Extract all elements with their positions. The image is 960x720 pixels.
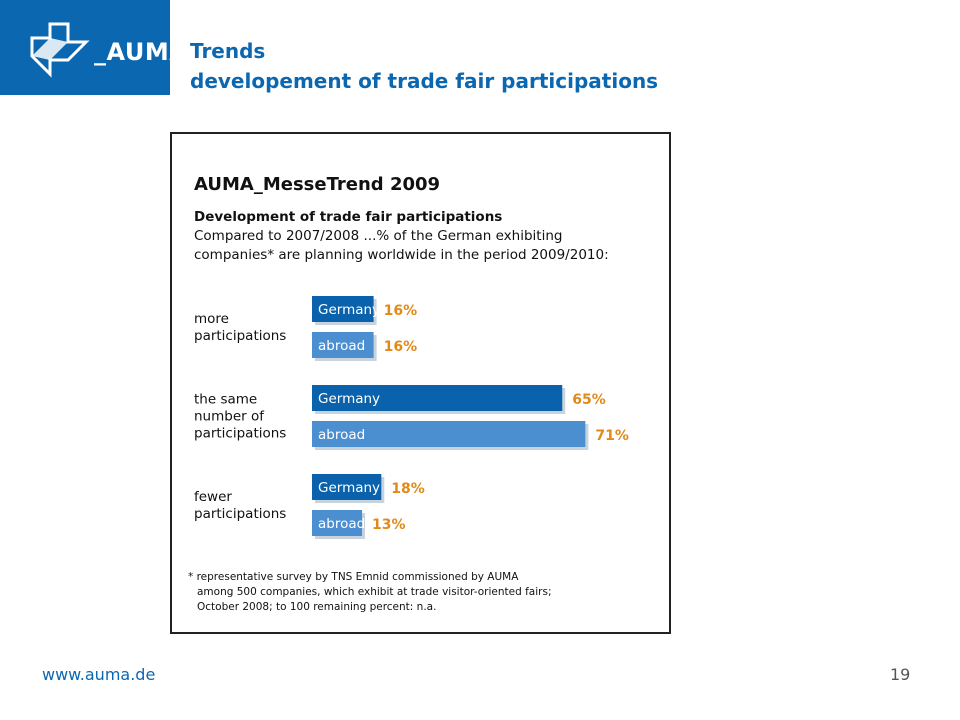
chart-footnote-line: among 500 companies, which exhibit at tr… bbox=[197, 586, 551, 598]
bar-name-label: abroad bbox=[318, 516, 365, 532]
bar-name-label: abroad bbox=[318, 338, 365, 354]
bar-name-label: Germany bbox=[318, 480, 380, 496]
footer-url-link[interactable]: www.auma.de bbox=[42, 665, 156, 684]
group-label: the same bbox=[194, 392, 257, 408]
bar-name-label: abroad bbox=[318, 427, 365, 443]
bar-value-label: 71% bbox=[595, 428, 629, 444]
chart-subtitle-line2: Compared to 2007/2008 ...% of the German… bbox=[194, 228, 562, 244]
slide-title-line2: developement of trade fair participation… bbox=[190, 69, 659, 93]
auma-logo: _AUMA bbox=[0, 0, 188, 95]
auma-logo-text: _AUMA bbox=[94, 38, 189, 66]
bar-value-label: 13% bbox=[372, 517, 406, 533]
chart-frame: AUMA_MesseTrend 2009 Development of trad… bbox=[170, 132, 671, 634]
bar-abroad bbox=[312, 421, 586, 447]
group-label: participations bbox=[194, 506, 286, 522]
bar-value-label: 65% bbox=[572, 392, 606, 408]
chart-title: AUMA_MesseTrend 2009 bbox=[194, 174, 440, 195]
group-label: number of bbox=[194, 409, 265, 425]
bar-value-label: 16% bbox=[384, 339, 418, 355]
bar-germany bbox=[312, 474, 382, 500]
bar-chart: AUMA_MesseTrend 2009 Development of trad… bbox=[188, 174, 629, 613]
bar-name-label: Germany bbox=[318, 302, 380, 318]
slide-title-line1: Trends bbox=[190, 39, 266, 63]
bar-abroad bbox=[312, 510, 363, 536]
chart-subtitle-bold: Development of trade fair participations bbox=[194, 209, 502, 225]
group-label: more bbox=[194, 311, 229, 327]
slide-title: Trends developement of trade fair partic… bbox=[190, 36, 658, 96]
group-label: fewer bbox=[194, 489, 232, 505]
page-number: 19 bbox=[890, 665, 911, 684]
chart-subtitle-line3: companies* are planning worldwide in the… bbox=[194, 247, 609, 263]
bar-name-label: Germany bbox=[318, 391, 380, 407]
group-label: participations bbox=[194, 328, 286, 344]
chart-footnote-line: October 2008; to 100 remaining percent: … bbox=[197, 601, 436, 613]
bar-value-label: 16% bbox=[384, 303, 418, 319]
bar-value-label: 18% bbox=[391, 481, 425, 497]
bar-abroad bbox=[312, 332, 374, 358]
auma-emblem-icon bbox=[30, 22, 90, 78]
chart-footnote-line: * representative survey by TNS Emnid com… bbox=[188, 571, 519, 583]
bar-germany bbox=[312, 385, 563, 411]
group-label: participations bbox=[194, 426, 286, 442]
bar-germany bbox=[312, 296, 374, 322]
